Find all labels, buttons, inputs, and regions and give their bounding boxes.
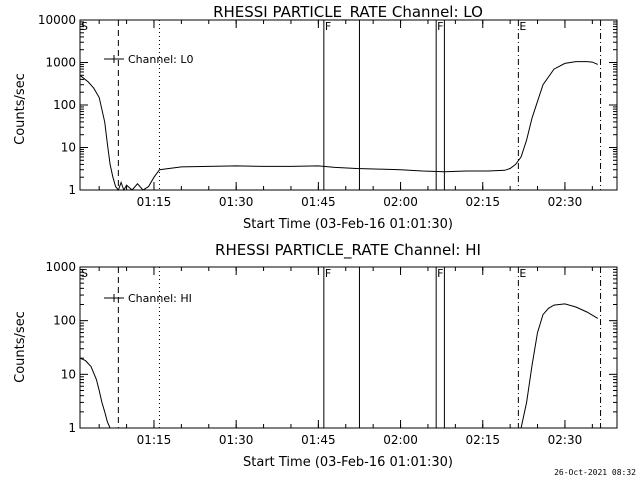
lo-y-tick-label: 1 <box>68 183 76 197</box>
lo-series-line <box>79 61 598 192</box>
timestamp-stamp: 26-Oct-2021 08:32 <box>554 468 636 477</box>
hi-x-tick-label: 01:30 <box>219 433 254 447</box>
hi-event-flag: E <box>519 267 526 280</box>
hi-x-tick-label: 02:00 <box>383 433 418 447</box>
lo-x-tick-label: 02:30 <box>548 195 583 209</box>
lo-panel-title: RHESSI PARTICLE_RATE Channel: LO <box>213 3 483 22</box>
hi-event-flag: F <box>437 267 443 280</box>
lo-x-axis-label: Start Time (03-Feb-16 01:01:30) <box>243 217 453 232</box>
hi-corner-flag: S <box>81 267 88 280</box>
lo-x-tick-label: 02:15 <box>465 195 500 209</box>
hi-y-tick-label: 1000 <box>45 260 76 274</box>
lo-event-flag: F <box>437 20 443 33</box>
lo-corner-flag: S <box>81 20 88 33</box>
lo-y-tick-label: 10000 <box>38 13 76 27</box>
lo-event-flag: E <box>519 20 526 33</box>
hi-panel-title: RHESSI PARTICLE_RATE Channel: HI <box>215 241 481 260</box>
lo-y-tick-label: 10 <box>61 141 76 155</box>
lo-y-tick-label: 100 <box>53 98 76 112</box>
lo-event-flag: F <box>325 20 331 33</box>
lo-legend-label: Channel: L0 <box>128 53 194 66</box>
hi-x-axis-label: Start Time (03-Feb-16 01:01:30) <box>243 455 453 470</box>
hi-event-flag: F <box>325 267 331 280</box>
lo-x-tick-label: 01:30 <box>219 195 254 209</box>
hi-channel-panel: RHESSI PARTICLE_RATE Channel: HI Counts/… <box>13 241 618 470</box>
lo-channel-panel: RHESSI PARTICLE_RATE Channel: LO Counts/… <box>13 3 618 232</box>
lo-y-axis-label: Counts/sec <box>13 73 28 145</box>
hi-y-tick-label: 10 <box>61 367 76 381</box>
hi-x-tick-label: 01:45 <box>301 433 336 447</box>
hi-y-axis-label: Counts/sec <box>13 311 28 383</box>
lo-x-tick-label: 02:00 <box>383 195 418 209</box>
hi-y-tick-label: 1 <box>68 421 76 435</box>
hi-x-tick-label: 02:30 <box>548 433 583 447</box>
hi-y-tick-label: 100 <box>53 314 76 328</box>
lo-y-tick-label: 1000 <box>45 56 76 70</box>
lo-x-tick-label: 01:45 <box>301 195 336 209</box>
hi-x-tick-label: 02:15 <box>465 433 500 447</box>
hi-series-line <box>79 303 599 429</box>
hi-x-tick-label: 01:15 <box>137 433 172 447</box>
lo-x-tick-label: 01:15 <box>137 195 172 209</box>
hi-legend-label: Channel: HI <box>128 292 192 305</box>
